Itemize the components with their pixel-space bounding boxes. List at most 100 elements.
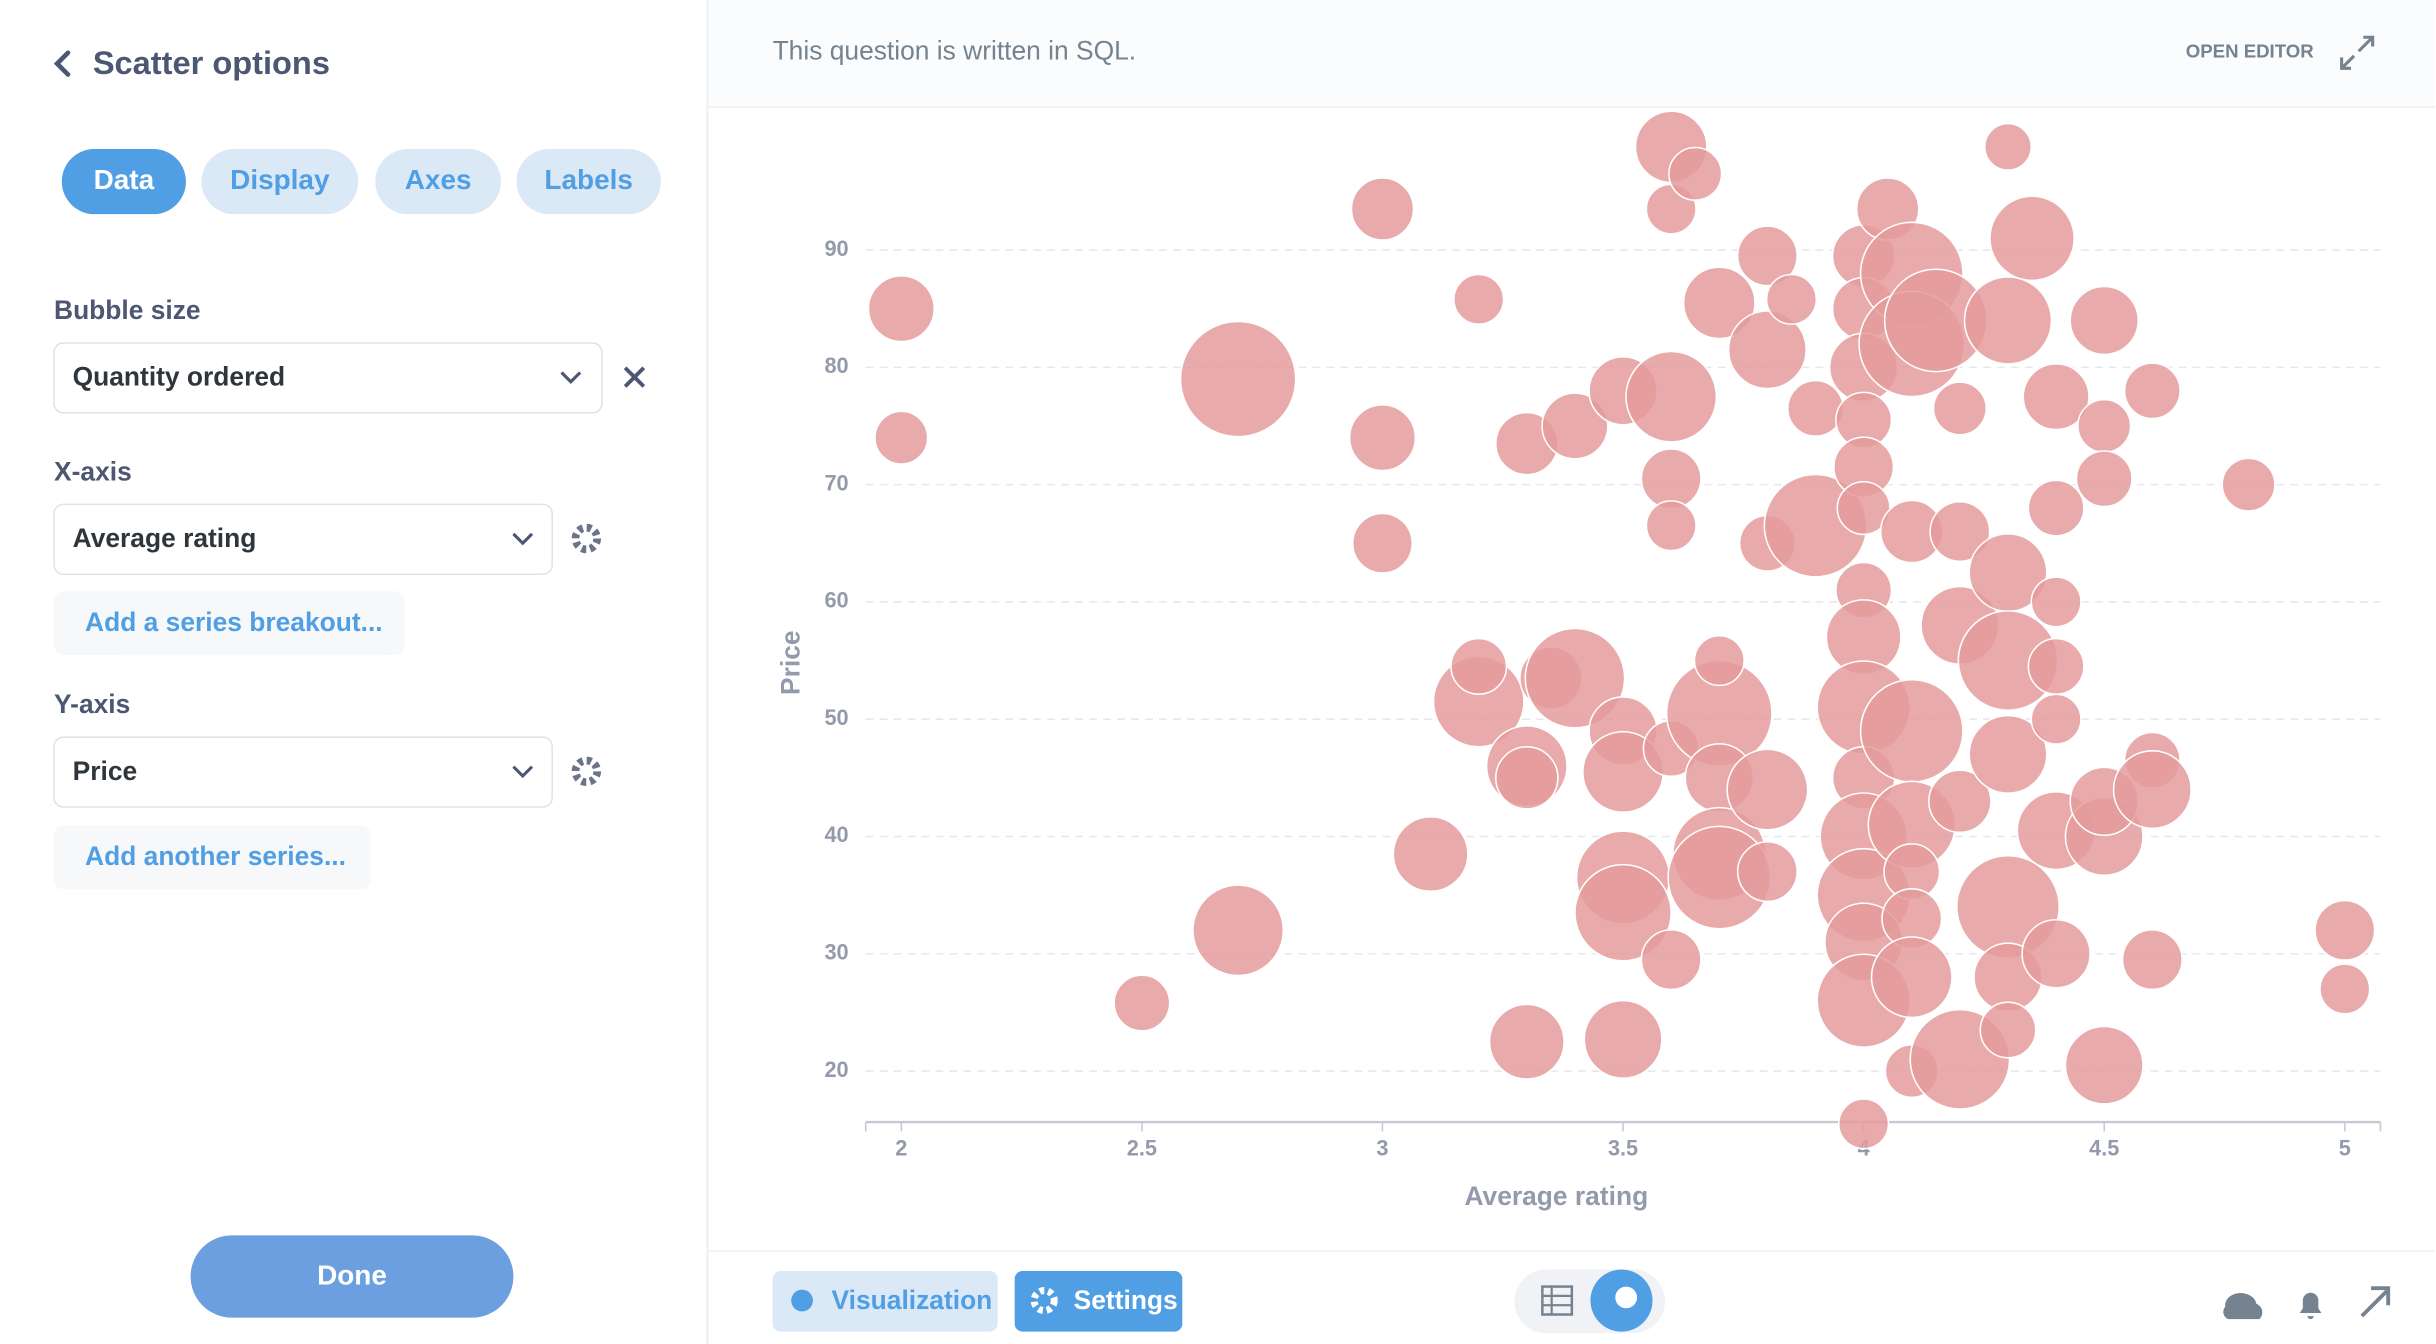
table-icon[interactable] [1541, 1285, 1574, 1316]
footer: Visualization Settings [708, 1250, 2435, 1334]
y-tick-label: 60 [824, 588, 848, 613]
bubble [2319, 963, 2371, 1015]
chevron [560, 371, 582, 384]
bubble [1524, 627, 1626, 729]
bubble [1963, 276, 2053, 365]
gear-icon[interactable] [571, 523, 602, 554]
bubble [1929, 500, 1991, 563]
bubble [2030, 693, 2082, 745]
bubble [2221, 457, 2276, 512]
button-label[interactable]: Add another series... [85, 841, 346, 871]
button[interactable] [54, 825, 371, 890]
bubble [1989, 195, 2075, 282]
bubble [1836, 480, 1891, 536]
x-tick-label: 5 [2339, 1136, 2351, 1161]
header: This question is written in SQL. OPEN ED… [708, 0, 2435, 108]
y-axis-title: Price [776, 630, 806, 695]
sidebar: Scatter options Data Display Axes Labels… [53, 0, 709, 1344]
tab-label[interactable]: Display [230, 164, 330, 195]
tab-label[interactable]: Axes [405, 164, 472, 195]
tab[interactable] [516, 148, 661, 215]
expand-icon[interactable] [2340, 35, 2375, 70]
bubble [1668, 146, 1723, 201]
bubble [867, 275, 935, 343]
y-tick-label: 80 [824, 353, 848, 378]
bubble [1450, 637, 1508, 695]
gear-icon[interactable] [571, 756, 602, 787]
viz-icon [791, 1289, 813, 1312]
bubble [2123, 362, 2181, 420]
bubble [1726, 748, 1809, 831]
bubble [1113, 974, 1171, 1032]
tab[interactable] [61, 148, 186, 215]
y-tick-label: 50 [824, 705, 848, 730]
bubble [1348, 404, 1417, 472]
button[interactable] [54, 591, 405, 655]
select[interactable] [53, 503, 553, 576]
bubble [2069, 285, 2140, 356]
button-label[interactable]: Add a series breakout... [85, 607, 383, 637]
select[interactable] [53, 736, 553, 808]
tab-label[interactable]: Labels [544, 164, 632, 195]
settings-label[interactable]: Settings [1074, 1285, 1178, 1315]
bubble [1351, 512, 1414, 574]
bubble [1392, 816, 1469, 893]
done-label[interactable]: Done [317, 1260, 387, 1291]
bubble [1625, 350, 1718, 443]
tab-label[interactable]: Data [94, 164, 155, 195]
bubble [1693, 634, 1745, 687]
bubble [1870, 936, 1953, 1019]
bubble [1350, 177, 1415, 241]
share-icon[interactable] [2360, 1286, 2391, 1318]
select[interactable] [53, 342, 603, 414]
y-tick-label: 70 [824, 470, 848, 495]
bubble [1736, 841, 1798, 903]
back-icon[interactable] [53, 50, 71, 77]
x-tick-label: 4.5 [2089, 1136, 2119, 1161]
alert-icon[interactable] [2299, 1292, 2322, 1320]
done-button[interactable] [190, 1235, 514, 1318]
x-tick-label: 3 [1376, 1136, 1388, 1161]
bubble [874, 410, 929, 465]
bubble [1727, 310, 1807, 390]
x-tick-label: 2 [895, 1136, 907, 1161]
bubble [1574, 863, 1672, 962]
y-tick-label: 20 [824, 1057, 848, 1082]
bubble [1488, 1003, 1565, 1080]
gear-icon [1030, 1286, 1058, 1315]
bubble [1640, 448, 1702, 510]
visualization-label[interactable]: Visualization [832, 1285, 993, 1315]
select-value[interactable]: Price [73, 756, 138, 786]
open-editor[interactable]: OPEN EDITOR [2186, 41, 2314, 62]
bubble [1583, 999, 1663, 1079]
table-grid [1542, 1286, 1572, 1315]
bubble [2030, 576, 2082, 628]
x-tick-label: 3.5 [1608, 1136, 1638, 1161]
bubble [2121, 929, 2183, 991]
field-label: Bubble size [54, 295, 201, 325]
tab[interactable] [375, 148, 501, 215]
bubble [1928, 769, 1992, 834]
bubble [2064, 1025, 2144, 1105]
bubble [1192, 884, 1285, 977]
bubble [1682, 266, 1756, 340]
bubble [1983, 122, 2033, 171]
remove-icon[interactable] [623, 366, 646, 388]
download-icon[interactable] [2223, 1293, 2263, 1320]
chevron [512, 532, 534, 546]
x-axis-title: Average rating [1464, 1181, 1648, 1211]
settings-button[interactable] [1014, 1271, 1183, 1332]
bubble [2022, 363, 2090, 431]
y-tick-label: 40 [824, 822, 848, 847]
field-label: Y-axis [54, 689, 130, 719]
field-label: X-axis [54, 456, 132, 486]
select-value[interactable]: Quantity ordered [73, 362, 286, 392]
bubble [1541, 392, 1609, 460]
select-value[interactable]: Average rating [73, 523, 257, 553]
bubble [1838, 1098, 1890, 1150]
bubble [1645, 500, 1697, 552]
tab[interactable] [201, 148, 359, 215]
sidebar-title[interactable]: Scatter options [93, 44, 330, 81]
visualization-button[interactable] [772, 1271, 998, 1332]
